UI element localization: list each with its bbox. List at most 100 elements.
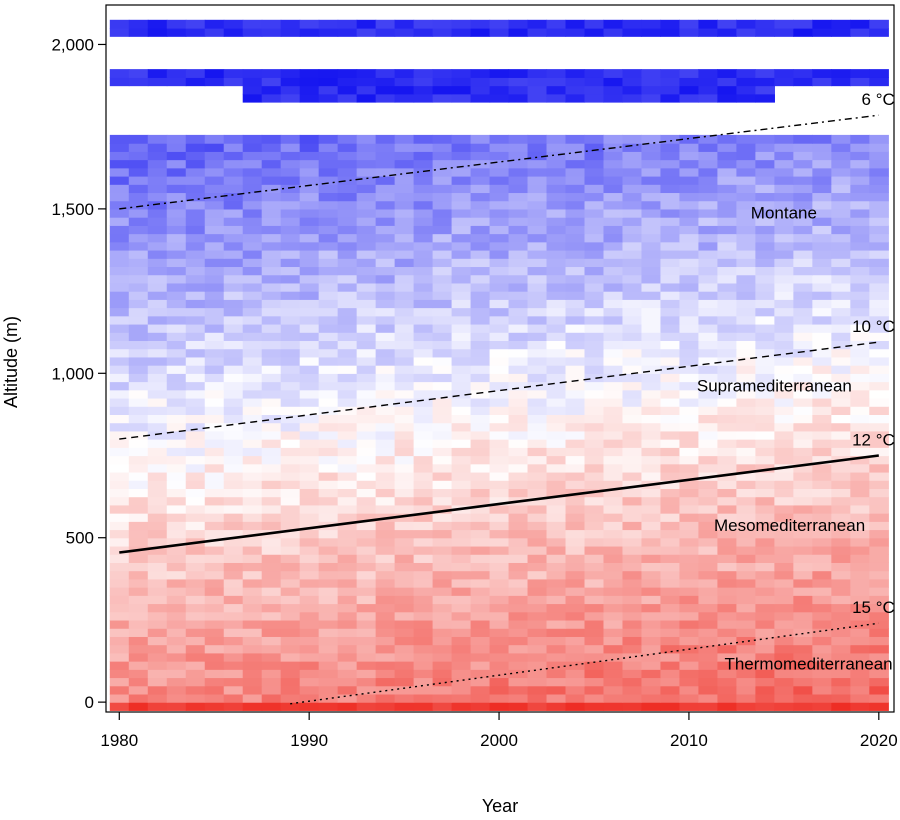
heatmap-cell: [679, 167, 700, 177]
heatmap-cell: [527, 496, 548, 506]
heatmap-cell: [831, 356, 851, 366]
heatmap-cell: [299, 356, 320, 366]
heatmap-cell: [489, 249, 510, 259]
heatmap-cell: [166, 439, 187, 448]
heatmap-cell: [394, 85, 415, 95]
heatmap-cell: [451, 356, 472, 366]
heatmap-cell: [375, 356, 396, 366]
heatmap-cell: [299, 471, 320, 481]
heatmap-cell: [261, 134, 282, 144]
heatmap-cell: [565, 233, 586, 243]
heatmap-cell: [280, 274, 301, 284]
heatmap-cell: [508, 414, 529, 424]
heatmap-cell: [147, 208, 168, 218]
heatmap-cell: [755, 578, 775, 588]
heatmap-cell: [546, 545, 567, 555]
heatmap-cell: [831, 381, 851, 391]
heatmap-cell: [185, 554, 206, 563]
heatmap-cell: [185, 430, 206, 440]
heatmap-cell: [185, 365, 206, 374]
heatmap-cell: [546, 496, 567, 506]
heatmap-cell: [185, 381, 206, 391]
heatmap-cell: [223, 685, 244, 695]
heatmap-cell: [280, 521, 301, 531]
heatmap-cell: [717, 151, 737, 161]
heatmap-cell: [736, 28, 756, 37]
heatmap-cell: [128, 356, 149, 366]
heatmap-cell: [527, 241, 548, 251]
heatmap-cell: [223, 661, 244, 670]
heatmap-cell: [869, 463, 889, 473]
heatmap-cell: [261, 545, 282, 555]
heatmap-cell: [147, 299, 168, 309]
heatmap-cell: [869, 693, 889, 703]
heatmap-cell: [261, 373, 282, 383]
heatmap-cell: [318, 562, 339, 572]
heatmap-cell: [147, 315, 168, 325]
heatmap-cell: [242, 307, 263, 317]
heatmap-cell: [774, 134, 794, 144]
heatmap-cell: [717, 521, 737, 531]
heatmap-cell: [774, 167, 794, 177]
heatmap-cell: [736, 332, 756, 342]
heatmap-cell: [470, 249, 491, 259]
heatmap-cell: [375, 504, 396, 514]
heatmap-cell: [147, 233, 168, 243]
heatmap-cell: [223, 471, 244, 481]
heatmap-cell: [451, 480, 472, 489]
heatmap-cell: [508, 299, 529, 309]
heatmap-cell: [280, 225, 301, 235]
heatmap-cell: [280, 619, 301, 629]
heatmap-cell: [546, 661, 567, 670]
heatmap-cell: [717, 471, 737, 481]
heatmap-cell: [204, 521, 225, 531]
heatmap-cell: [565, 184, 586, 194]
heatmap-cell: [261, 537, 282, 547]
heatmap-cell: [489, 595, 510, 605]
heatmap-cell: [394, 570, 415, 580]
heatmap-cell: [470, 143, 491, 152]
heatmap-cell: [470, 562, 491, 572]
heatmap-cell: [299, 693, 320, 703]
heatmap-cell: [584, 406, 605, 415]
heatmap-cell: [812, 480, 832, 489]
heatmap-cell: [470, 587, 491, 596]
heatmap-cell: [850, 447, 870, 457]
heatmap-cell: [679, 28, 700, 37]
heatmap-cell: [242, 578, 263, 588]
heatmap-cell: [432, 208, 453, 218]
heatmap-cell: [280, 397, 301, 407]
heatmap-cell: [489, 496, 510, 506]
heatmap-cell: [337, 356, 358, 366]
heatmap-cell: [299, 619, 320, 629]
heatmap-cell: [736, 299, 756, 309]
heatmap-cell: [337, 439, 358, 448]
heatmap-cell: [774, 225, 794, 235]
heatmap-cell: [622, 661, 643, 670]
heatmap-cell: [223, 167, 244, 177]
heatmap-cell: [622, 291, 643, 300]
heatmap-cell: [603, 693, 624, 703]
heatmap-cell: [413, 595, 434, 605]
heatmap-cell: [622, 241, 643, 251]
heatmap-cell: [660, 488, 681, 498]
heatmap-cell: [413, 422, 434, 432]
heatmap-cell: [147, 274, 168, 284]
heatmap-cell: [793, 685, 813, 695]
heatmap-cell: [204, 356, 225, 366]
heatmap-cell: [793, 471, 813, 481]
heatmap-cell: [280, 677, 301, 687]
heatmap-cell: [337, 315, 358, 325]
heatmap-cell: [793, 447, 813, 457]
heatmap-cell: [223, 299, 244, 309]
heatmap-cell: [185, 504, 206, 514]
heatmap-cell: [261, 521, 282, 531]
heatmap-cell: [261, 365, 282, 374]
heatmap-cell: [204, 455, 225, 465]
heatmap-cell: [565, 19, 586, 29]
heatmap-cell: [736, 537, 756, 547]
heatmap-cell: [223, 529, 244, 539]
heatmap-cell: [508, 365, 529, 374]
heatmap-cell: [451, 529, 472, 539]
heatmap-cell: [394, 677, 415, 687]
